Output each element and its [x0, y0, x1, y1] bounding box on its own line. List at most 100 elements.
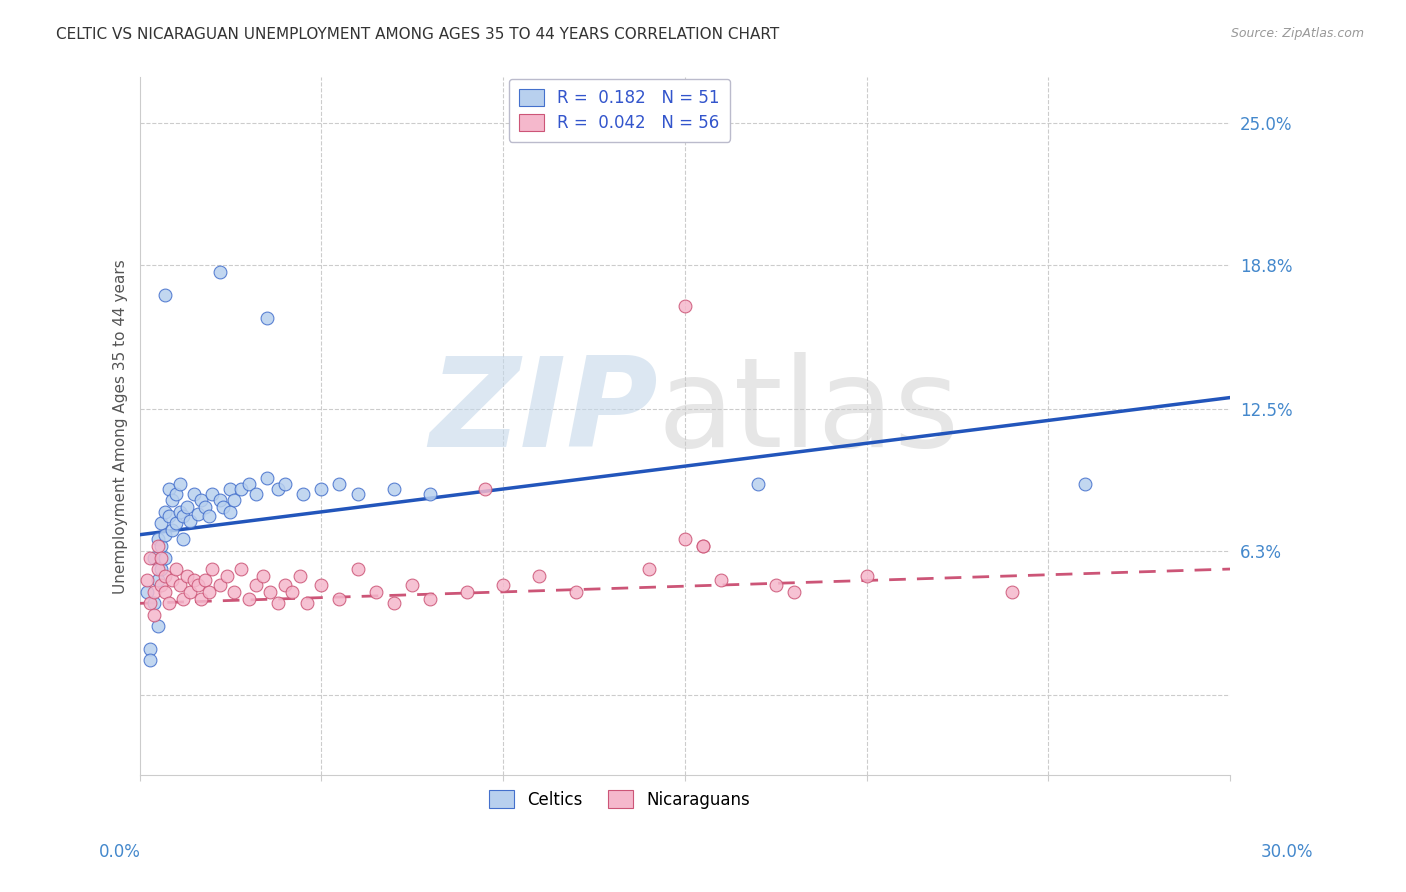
Point	[346, 486, 368, 500]
Point	[169, 477, 191, 491]
Point	[364, 585, 387, 599]
Point	[765, 578, 787, 592]
Point	[146, 619, 169, 633]
Legend: Celtics, Nicaraguans: Celtics, Nicaraguans	[482, 784, 756, 815]
Point	[855, 569, 877, 583]
Point	[172, 533, 194, 547]
Text: atlas: atlas	[658, 351, 960, 473]
Point	[139, 653, 162, 667]
Point	[529, 569, 551, 583]
Point	[150, 539, 173, 553]
Point	[153, 585, 176, 599]
Point	[267, 482, 290, 496]
Point	[139, 642, 162, 657]
Point	[183, 486, 205, 500]
Point	[1001, 585, 1024, 599]
Point	[157, 596, 180, 610]
Point	[190, 493, 212, 508]
Point	[783, 585, 806, 599]
Point	[162, 574, 184, 588]
Point	[176, 500, 198, 515]
Point	[172, 509, 194, 524]
Point	[190, 591, 212, 606]
Point	[419, 591, 441, 606]
Point	[143, 585, 166, 599]
Point	[274, 477, 297, 491]
Point	[172, 591, 194, 606]
Point	[139, 550, 162, 565]
Point	[150, 578, 173, 592]
Point	[208, 578, 231, 592]
Point	[143, 607, 166, 622]
Point	[176, 569, 198, 583]
Point	[150, 516, 173, 531]
Point	[153, 505, 176, 519]
Point	[692, 539, 714, 553]
Point	[139, 596, 162, 610]
Point	[328, 591, 350, 606]
Point	[637, 562, 659, 576]
Point	[153, 527, 176, 541]
Point	[295, 596, 318, 610]
Point	[288, 569, 311, 583]
Point	[252, 569, 274, 583]
Point	[222, 585, 245, 599]
Point	[135, 585, 157, 599]
Point	[215, 569, 238, 583]
Point	[292, 486, 315, 500]
Point	[281, 585, 304, 599]
Point	[146, 533, 169, 547]
Point	[565, 585, 588, 599]
Point	[238, 477, 260, 491]
Point	[187, 578, 209, 592]
Point	[165, 486, 187, 500]
Point	[419, 486, 441, 500]
Point	[267, 596, 290, 610]
Point	[165, 562, 187, 576]
Point	[256, 310, 278, 325]
Point	[153, 550, 176, 565]
Text: 30.0%: 30.0%	[1260, 843, 1313, 861]
Point	[212, 500, 235, 515]
Point	[157, 482, 180, 496]
Point	[311, 482, 333, 496]
Point	[194, 500, 217, 515]
Point	[201, 562, 224, 576]
Point	[143, 550, 166, 565]
Point	[259, 585, 281, 599]
Point	[747, 477, 769, 491]
Text: ZIP: ZIP	[429, 351, 658, 473]
Point	[238, 591, 260, 606]
Point	[179, 514, 201, 528]
Point	[187, 507, 209, 521]
Point	[219, 482, 242, 496]
Point	[673, 533, 696, 547]
Point	[150, 550, 173, 565]
Point	[231, 482, 253, 496]
Point	[311, 578, 333, 592]
Point	[492, 578, 515, 592]
Point	[710, 574, 733, 588]
Point	[183, 574, 205, 588]
Point	[201, 486, 224, 500]
Point	[146, 539, 169, 553]
Point	[256, 470, 278, 484]
Point	[401, 578, 423, 592]
Point	[162, 523, 184, 537]
Point	[153, 569, 176, 583]
Point	[194, 574, 217, 588]
Point	[179, 585, 201, 599]
Point	[197, 585, 219, 599]
Point	[1074, 477, 1097, 491]
Point	[165, 516, 187, 531]
Point	[382, 482, 405, 496]
Point	[146, 562, 169, 576]
Point	[169, 578, 191, 592]
Y-axis label: Unemployment Among Ages 35 to 44 years: Unemployment Among Ages 35 to 44 years	[114, 259, 128, 593]
Point	[146, 574, 169, 588]
Point	[143, 596, 166, 610]
Point	[474, 482, 496, 496]
Point	[150, 562, 173, 576]
Point	[692, 539, 714, 553]
Point	[274, 578, 297, 592]
